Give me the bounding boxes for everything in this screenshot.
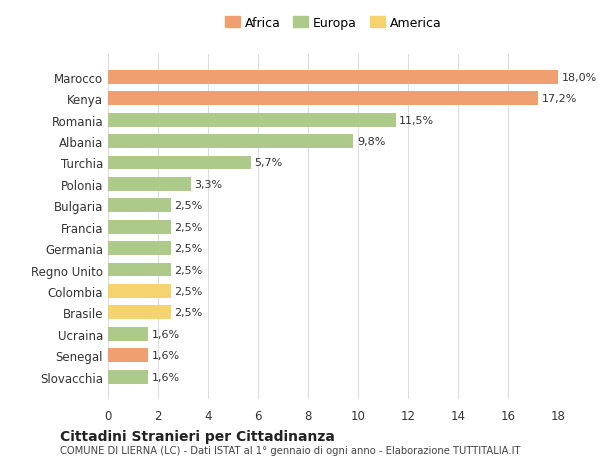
Text: 17,2%: 17,2% <box>542 94 577 104</box>
Text: 11,5%: 11,5% <box>399 115 434 125</box>
Text: 2,5%: 2,5% <box>174 286 203 296</box>
Bar <box>108 135 353 149</box>
Text: 1,6%: 1,6% <box>152 329 180 339</box>
Bar <box>108 71 558 84</box>
Bar <box>108 92 538 106</box>
Text: 1,6%: 1,6% <box>152 372 180 382</box>
Text: 9,8%: 9,8% <box>357 137 385 147</box>
Text: 1,6%: 1,6% <box>152 350 180 360</box>
Bar <box>108 370 148 384</box>
Text: 2,5%: 2,5% <box>174 308 203 318</box>
Bar <box>108 241 170 256</box>
Bar <box>108 113 395 127</box>
Bar <box>108 199 170 213</box>
Text: COMUNE DI LIERNA (LC) - Dati ISTAT al 1° gennaio di ogni anno - Elaborazione TUT: COMUNE DI LIERNA (LC) - Dati ISTAT al 1°… <box>60 445 521 455</box>
Bar <box>108 348 148 362</box>
Text: 2,5%: 2,5% <box>174 201 203 211</box>
Bar <box>108 220 170 234</box>
Bar <box>108 156 251 170</box>
Bar <box>108 263 170 277</box>
Bar <box>108 327 148 341</box>
Text: 2,5%: 2,5% <box>174 244 203 253</box>
Bar <box>108 178 191 191</box>
Text: 3,3%: 3,3% <box>194 179 223 190</box>
Text: 5,7%: 5,7% <box>254 158 283 168</box>
Bar <box>108 284 170 298</box>
Text: 2,5%: 2,5% <box>174 222 203 232</box>
Text: Cittadini Stranieri per Cittadinanza: Cittadini Stranieri per Cittadinanza <box>60 429 335 443</box>
Legend: Africa, Europa, America: Africa, Europa, America <box>225 17 441 29</box>
Text: 2,5%: 2,5% <box>174 265 203 275</box>
Bar <box>108 306 170 319</box>
Text: 18,0%: 18,0% <box>562 73 597 83</box>
